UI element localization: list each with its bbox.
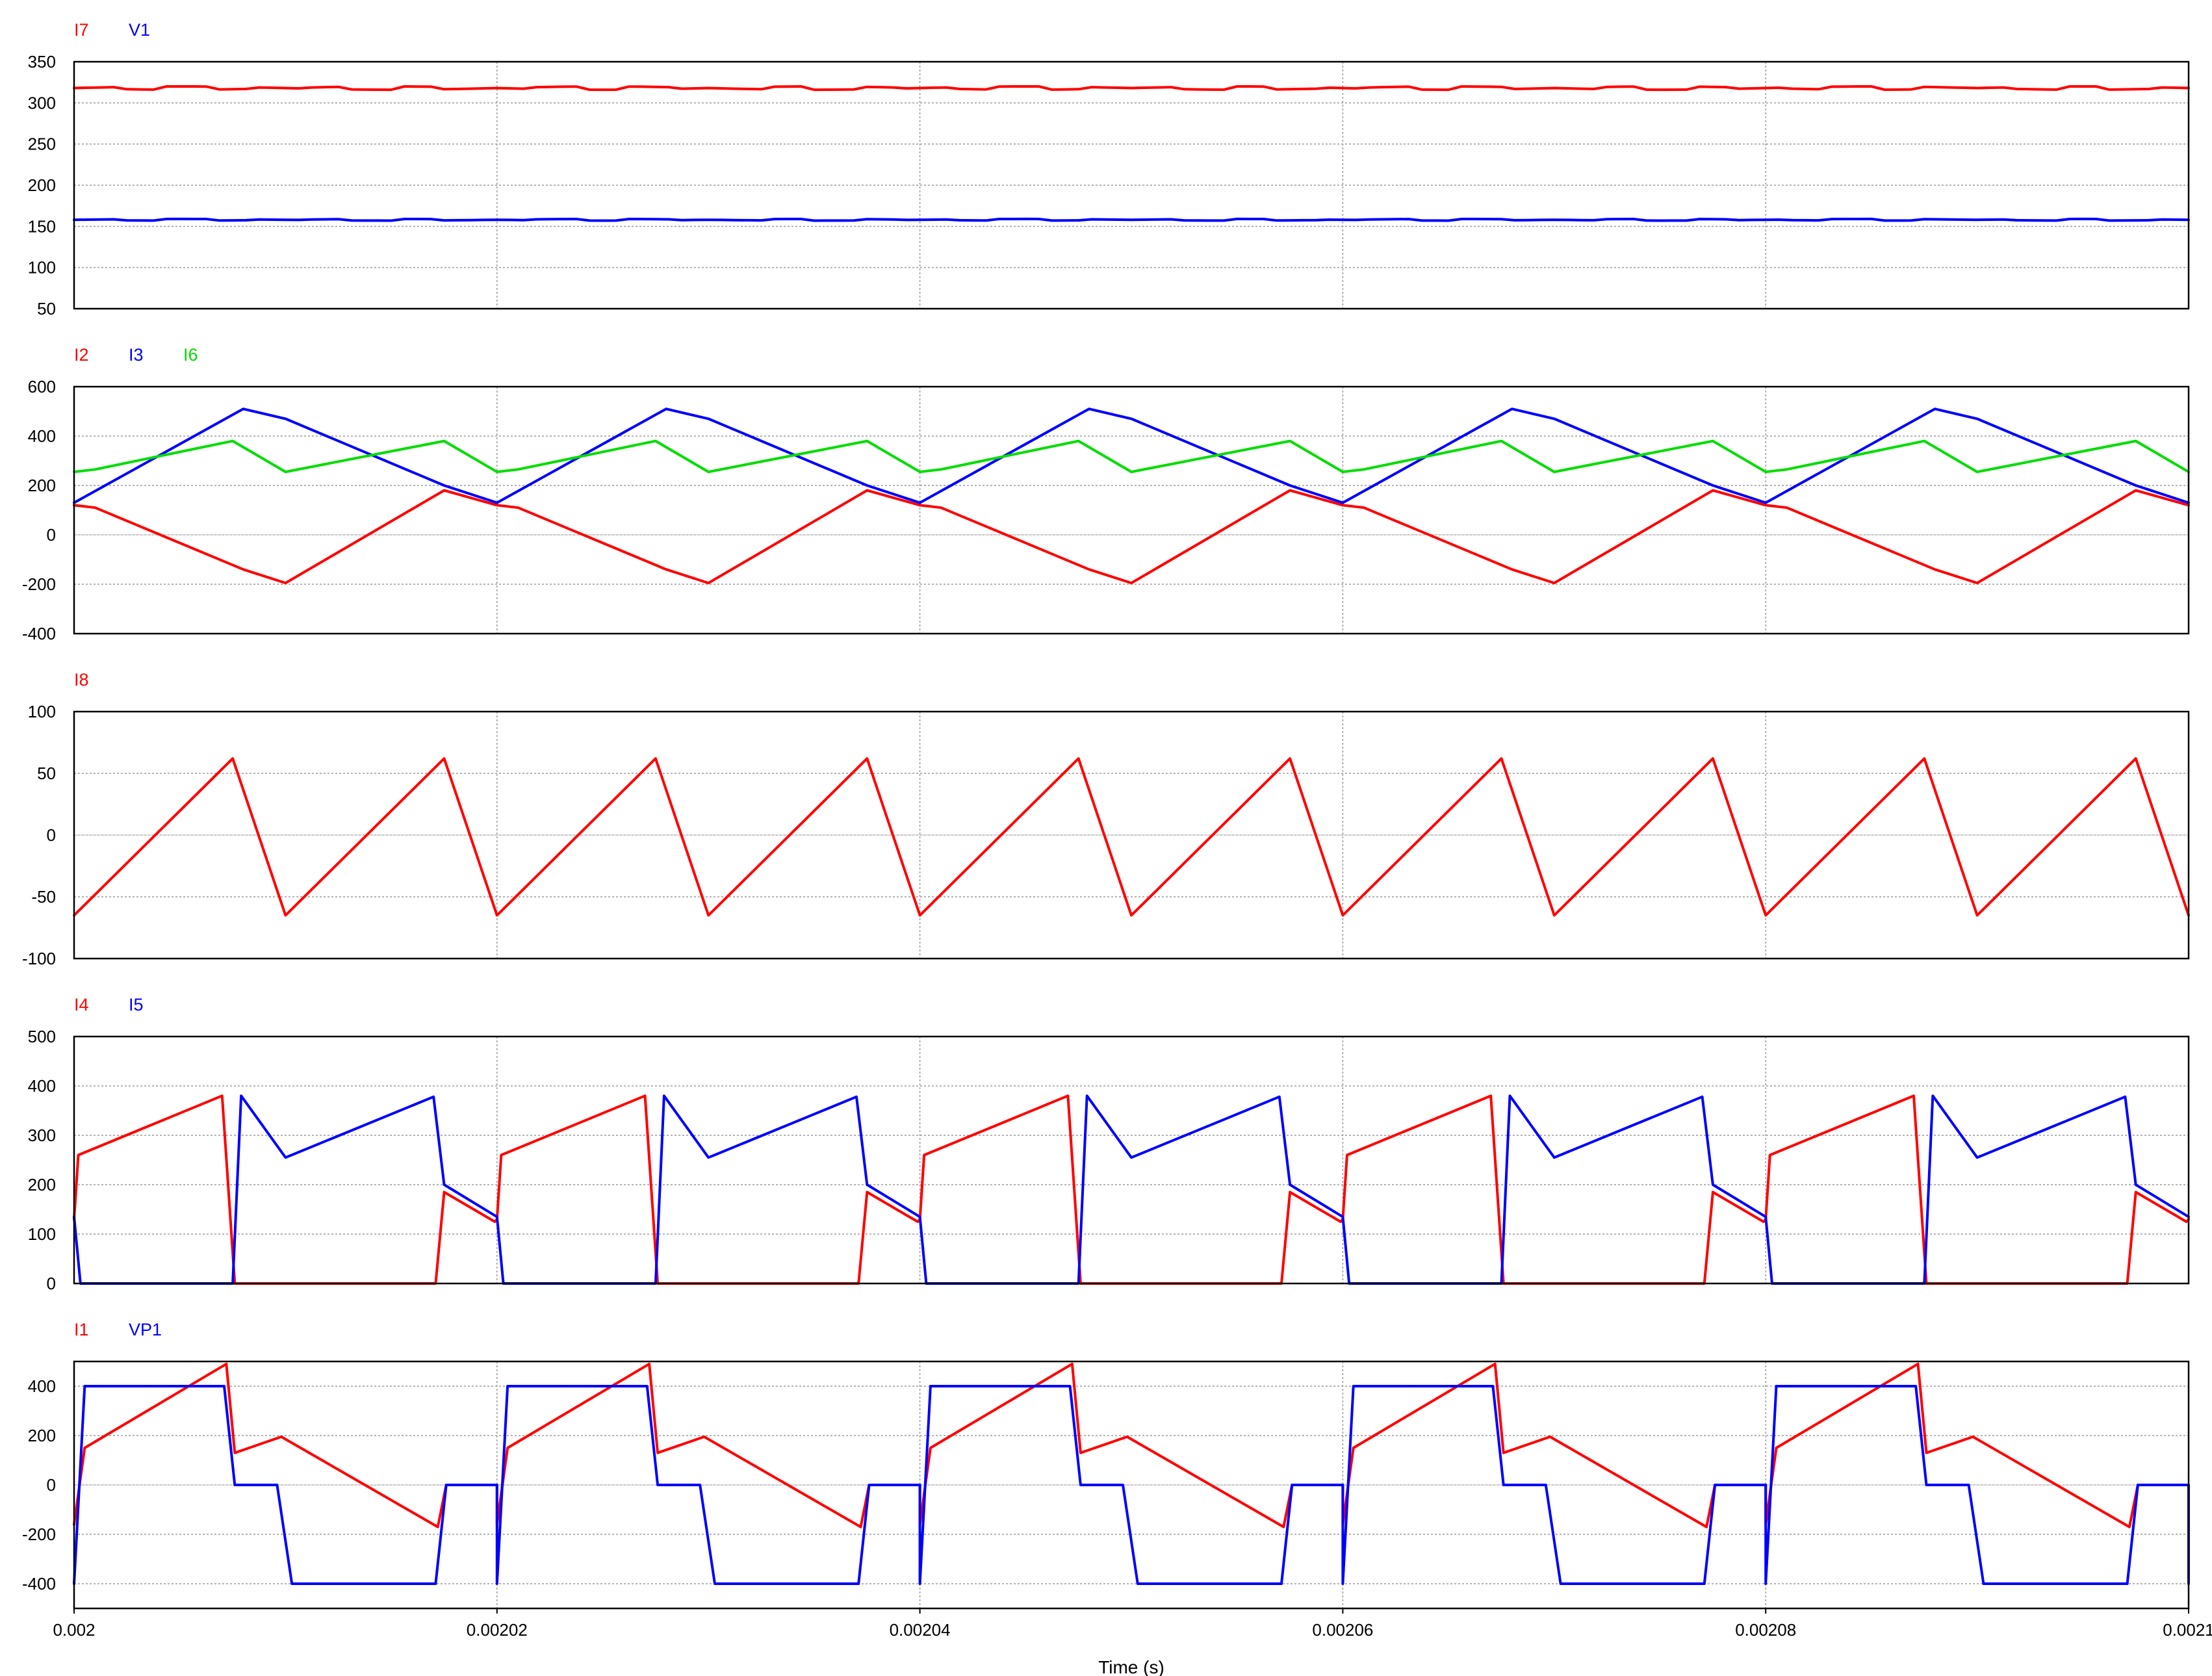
plot-frame	[73, 1360, 2190, 1610]
y-tick-label: 50	[37, 299, 56, 318]
y-tick-label: 200	[28, 1426, 56, 1445]
x-tick-label: 0.00204	[890, 1620, 951, 1640]
y-tick-label: 200	[28, 476, 56, 495]
y-tick-label: 0	[47, 525, 56, 545]
y-tick-label: 250	[28, 135, 56, 154]
chart-panel-3: -100 -50 0 50 100 I8	[22, 670, 2190, 968]
legend-entry-i2: I2	[74, 345, 89, 365]
series-line-i8	[73, 757, 2190, 917]
x-tick-label: 0.0021	[2163, 1620, 2212, 1640]
plot-frame	[73, 1035, 2190, 1285]
series-line-v1	[73, 217, 2190, 222]
legend-entry-i1: I1	[74, 1320, 89, 1339]
legend-entry-i8: I8	[74, 670, 89, 690]
y-tick-label: 100	[28, 258, 56, 277]
y-tick-label: 500	[28, 1027, 56, 1046]
legend-entry-i5: I5	[129, 995, 144, 1014]
y-tick-label: -400	[22, 1574, 56, 1593]
series-line-i7	[73, 85, 2190, 92]
y-tick-label: -400	[22, 624, 56, 643]
y-tick-label: -100	[22, 949, 56, 968]
y-tick-label: 400	[28, 1076, 56, 1096]
y-tick-label: 300	[28, 1126, 56, 1145]
y-tick-label: -50	[31, 887, 56, 907]
series-line-i3	[73, 407, 2190, 504]
x-axis-title: Time (s)	[1098, 1657, 1164, 1676]
y-tick-label: 0	[47, 1475, 56, 1495]
legend-entry-i4: I4	[74, 995, 89, 1014]
y-tick-label: 100	[28, 702, 56, 721]
y-tick-label: 150	[28, 216, 56, 236]
y-tick-label: 300	[28, 93, 56, 112]
series-line-i4	[73, 1094, 2190, 1285]
series-line-vp1	[73, 1385, 2190, 1585]
y-tick-label: 50	[37, 764, 56, 783]
y-tick-label: -200	[22, 574, 56, 594]
y-tick-label: -200	[22, 1525, 56, 1544]
chart-panel-1: 50 100 150 200 250 300 350 I7 V1	[28, 20, 2190, 318]
legend-entry-vp1: VP1	[129, 1320, 162, 1339]
x-tick-label: 0.00206	[1312, 1620, 1373, 1640]
y-tick-label: 200	[28, 1175, 56, 1194]
plot-frame	[73, 60, 2190, 310]
legend-entry-v1: V1	[129, 20, 150, 40]
y-tick-label: 350	[28, 52, 56, 71]
y-tick-label: 200	[28, 175, 56, 195]
series-line-i6	[73, 439, 2190, 474]
y-tick-label: 400	[28, 426, 56, 446]
y-tick-label: 0	[47, 825, 56, 845]
series-line-i1	[73, 1362, 2190, 1528]
y-tick-label: 100	[28, 1224, 56, 1244]
plot-frame	[73, 385, 2190, 635]
y-tick-label: 0	[47, 1274, 56, 1293]
x-tick-label: 0.00208	[1735, 1620, 1796, 1640]
legend-entry-i7: I7	[74, 20, 89, 40]
series-line-i2	[73, 489, 2190, 585]
chart-panel-5: -400 -200 0 200 400 I1 VP1	[22, 1320, 2190, 1610]
y-tick-label: 400	[28, 1376, 56, 1396]
x-tick-label: 0.002	[53, 1620, 95, 1640]
series-line-i5	[73, 1094, 2190, 1285]
chart-panel-2: -400 -200 0 200 400 600 I2 I3 I6	[22, 345, 2190, 643]
x-tick-label: 0.00202	[467, 1620, 528, 1640]
legend-entry-i3: I3	[129, 345, 144, 365]
legend-entry-i6: I6	[183, 345, 198, 365]
plot-frame	[73, 710, 2190, 960]
chart-panel-4: 0 100 200 300 400 500 I4 I5	[28, 995, 2190, 1293]
y-tick-label: 600	[28, 377, 56, 396]
